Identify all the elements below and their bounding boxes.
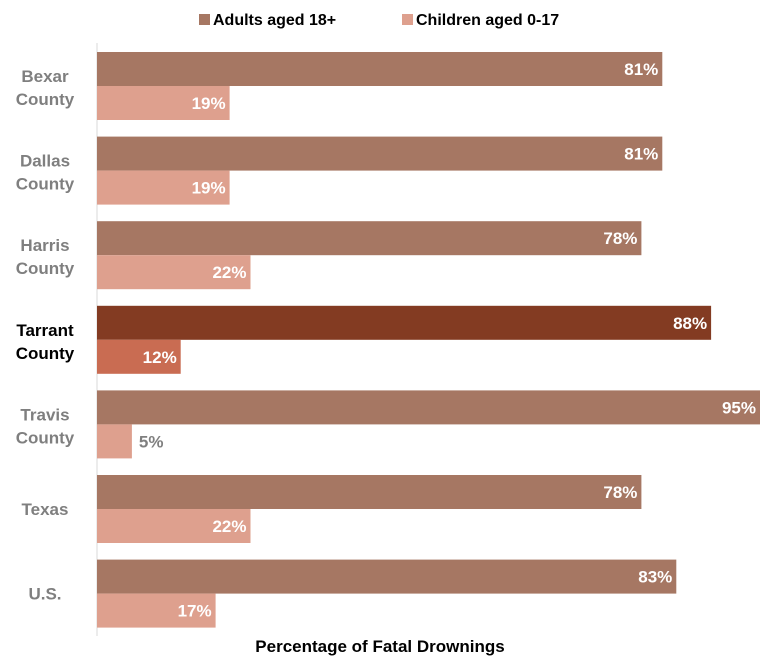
category-label-harris-county: Harris County: [16, 236, 75, 278]
data-label-texas-children: 22%: [212, 517, 246, 536]
bar-bexar-county-adults: [97, 52, 663, 86]
data-label-travis-county-adults: 95%: [722, 398, 756, 417]
bar-texas-adults: [97, 475, 642, 509]
bar-u-s-children: [97, 593, 216, 628]
category-label-dallas-county: Dallas County: [16, 152, 75, 194]
data-label-harris-county-children: 22%: [212, 263, 246, 282]
data-label-dallas-county-children: 19%: [192, 179, 226, 198]
data-label-bexar-county-adults: 81%: [624, 60, 658, 79]
legend-label-children: Children aged 0-17: [416, 12, 559, 29]
x-axis-label: Percentage of Fatal Drownings: [255, 637, 504, 656]
category-label-travis-county: Travis County: [16, 405, 75, 447]
bar-harris-county-children: [97, 255, 251, 290]
data-label-tarrant-county-children: 12%: [143, 348, 177, 367]
category-label-bexar-county: Bexar County: [16, 67, 75, 109]
category-label-texas: Texas: [22, 500, 69, 519]
bar-dallas-county-children: [97, 170, 230, 205]
bar-travis-county-adults: [97, 390, 760, 425]
legend-swatch-children: [402, 14, 413, 25]
bar-tarrant-county-children: [97, 339, 181, 374]
data-label-texas-adults: 78%: [603, 483, 637, 502]
bar-tarrant-county-adults: [97, 305, 712, 340]
category-labels-group: Bexar County Dallas County Harris County Tarra…: [16, 67, 75, 604]
data-label-u-s-children: 17%: [178, 602, 212, 621]
legend-swatch-adults: [199, 14, 210, 25]
bar-dallas-county-adults: [97, 136, 663, 171]
data-label-bexar-county-children: 19%: [192, 94, 226, 113]
bar-bexar-county-children: [97, 86, 230, 120]
bars-group: 81% 19% 81% 19% 78% 22% 88% 12% 95% 5% 78% 22% 83% 17…: [97, 52, 760, 628]
legend: Adults aged 18+ Children aged 0-17: [199, 12, 559, 29]
bar-travis-county-children: [97, 424, 132, 459]
data-label-tarrant-county-adults: 88%: [673, 314, 707, 333]
data-label-u-s-adults: 83%: [638, 568, 672, 587]
data-label-travis-county-children: 5%: [139, 432, 164, 451]
legend-label-adults: Adults aged 18+: [213, 12, 336, 29]
data-label-harris-county-adults: 78%: [603, 229, 637, 248]
bar-texas-children: [97, 509, 251, 543]
category-label-tarrant-county: Tarrant County: [16, 321, 75, 363]
bar-u-s-adults: [97, 559, 677, 594]
category-label-u-s: U.S.: [28, 585, 61, 604]
bar-harris-county-adults: [97, 221, 642, 256]
data-label-dallas-county-adults: 81%: [624, 145, 658, 164]
